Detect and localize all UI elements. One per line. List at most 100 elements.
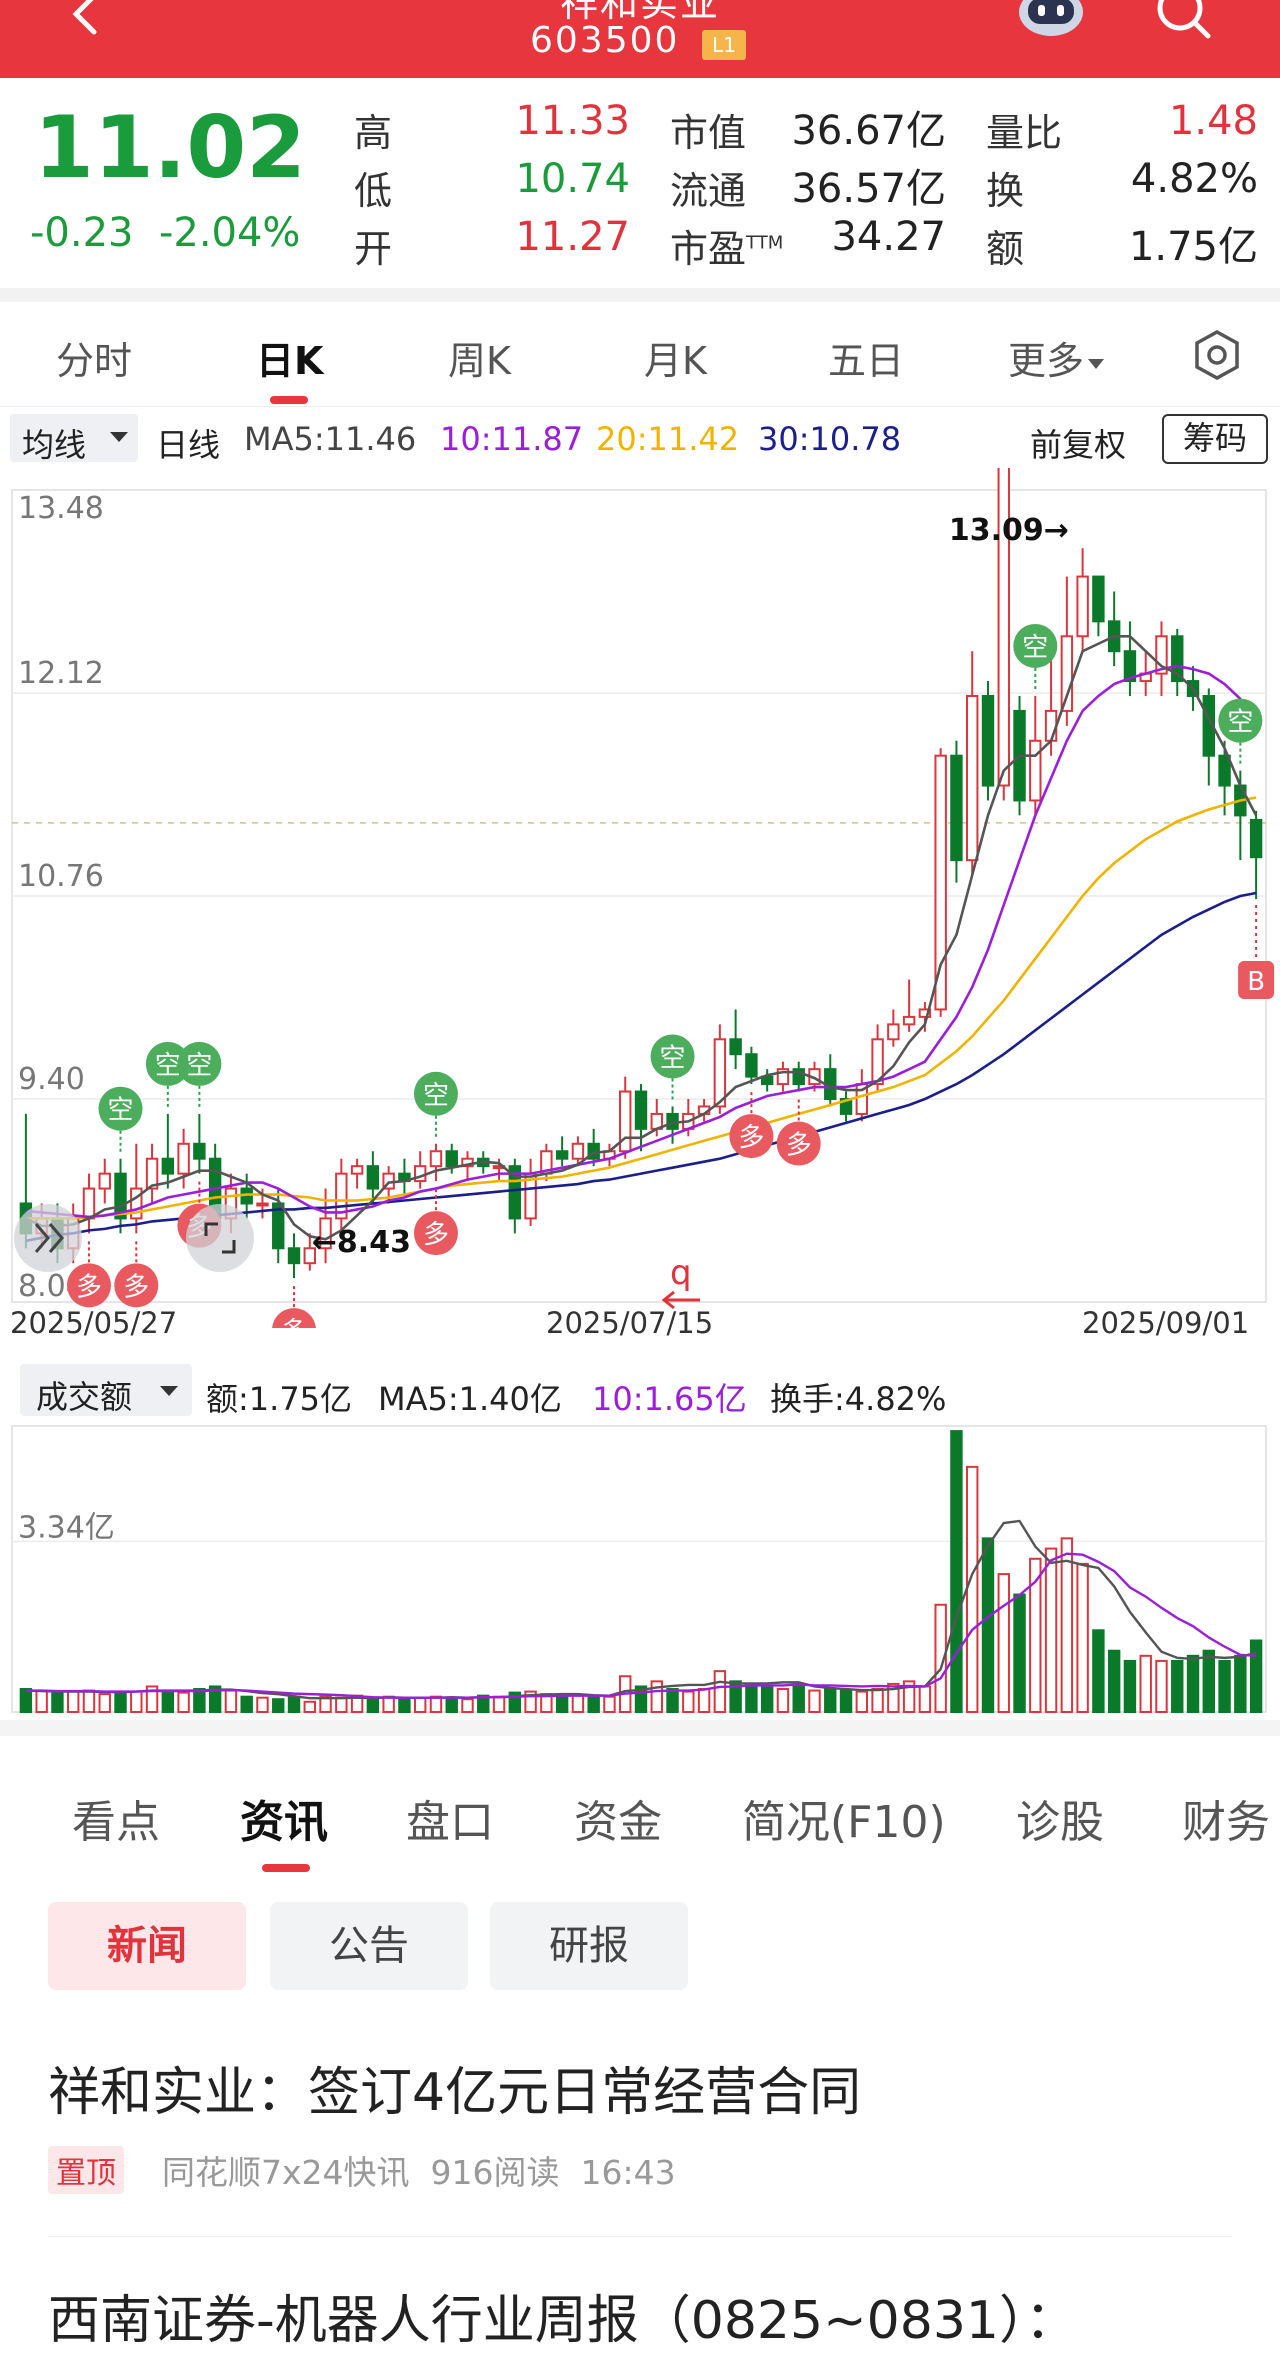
candle-body [429, 1150, 443, 1168]
fullscreen-icon[interactable] [186, 1204, 254, 1272]
news-source: 同花顺7x24快讯 [162, 2153, 410, 2192]
y-tick-label: 3.34亿 [18, 1510, 115, 1545]
sell-signal-marker [1218, 698, 1263, 743]
collapse-panel-icon[interactable] [14, 1204, 82, 1272]
top-bar: 祥和实业 603500 L1 [0, 0, 1280, 78]
volume-bar [398, 1697, 411, 1714]
candle-body [619, 1090, 632, 1153]
volume-bar [792, 1685, 805, 1714]
stock-code: 603500 [530, 20, 680, 61]
volume-bar [366, 1698, 380, 1714]
volume-bar [603, 1695, 616, 1713]
chip-research[interactable]: 研报 [490, 1902, 688, 1990]
volume-bar [855, 1690, 869, 1714]
volume-bar [66, 1690, 80, 1714]
tab-news[interactable]: 资讯 [240, 1797, 328, 1848]
volume-bar [697, 1688, 711, 1713]
turnover-value: 4.82% [1130, 156, 1258, 202]
volume-bar [839, 1689, 853, 1713]
settings-hexagon-icon[interactable] [1190, 328, 1244, 382]
min-price-label: ←8.43 [312, 1225, 411, 1260]
candle-body [934, 754, 947, 1011]
ma-legend: 日线 MA5:11.46 10:11.87 20:11.42 30:10.78 … [0, 410, 1280, 470]
chip-announcements[interactable]: 公告 [270, 1902, 468, 1990]
volume-bar [177, 1691, 190, 1714]
chip-news[interactable]: 新闻 [48, 1902, 246, 1990]
buy-signal-marker [413, 1211, 458, 1256]
news-title[interactable]: 西南证券-机器人行业周报（0825~0831）： [48, 2291, 1078, 2351]
candle-body [82, 1187, 96, 1220]
tab-fund-flow[interactable]: 资金 [574, 1797, 662, 1848]
pinned-badge: 置顶 [48, 2146, 124, 2194]
volume-bar [1044, 1547, 1058, 1713]
tab-f10[interactable]: 简况(F10) [742, 1797, 946, 1848]
candle-body [335, 1172, 348, 1220]
date-axis: 2025/05/27 2025/07/15 2025/09/01 [0, 1306, 1280, 1350]
volume-bar [256, 1696, 269, 1714]
volume-bar [1202, 1649, 1216, 1713]
return-latest-icon[interactable]: q [661, 1253, 700, 1310]
tab-five-day[interactable]: 五日 [828, 339, 905, 383]
tab-weekly-k[interactable]: 周K [448, 339, 511, 383]
volume-bar [1249, 1639, 1263, 1713]
news-reads: 916阅读 [430, 2153, 560, 2192]
volume-bar [966, 1465, 979, 1713]
tab-highlights[interactable]: 看点 [72, 1797, 160, 1848]
volume-bar [240, 1695, 253, 1713]
adjust-mode[interactable]: 前复权 [1030, 426, 1127, 464]
volume-bar [429, 1695, 443, 1713]
volume-bar [571, 1693, 585, 1713]
volume-bar [524, 1690, 537, 1714]
volume-bar [492, 1695, 506, 1713]
sell-signal-label: 空 [108, 1096, 134, 1126]
candle-body [303, 1247, 316, 1265]
y-tick-label: 12.12 [18, 656, 104, 691]
volume-bar [997, 1573, 1010, 1713]
candle-body [950, 754, 963, 862]
level-badge: L1 [702, 30, 746, 60]
candle-body [319, 1217, 332, 1250]
tab-monthly-k[interactable]: 月K [644, 339, 707, 383]
ma10-value: 10:11.87 [440, 420, 584, 458]
volume-bar [303, 1700, 316, 1713]
chevron-icon [34, 1223, 50, 1253]
volume-bar [1218, 1659, 1231, 1714]
candle-body [130, 1187, 143, 1220]
tab-financials[interactable]: 财务 [1182, 1797, 1270, 1848]
volume-selector[interactable]: 成交额 [20, 1364, 192, 1416]
back-arrow-icon[interactable] [58, 0, 118, 50]
tab-order-book[interactable]: 盘口 [406, 1797, 494, 1848]
chip-distribution-button[interactable]: 筹码 [1162, 414, 1268, 464]
candle-body [634, 1090, 648, 1130]
buy-signal-label: 多 [123, 1272, 149, 1302]
divider [48, 2236, 1232, 2237]
volume-bar [413, 1696, 427, 1714]
high-value: 11.33 [515, 98, 630, 144]
volume-turnover: 换手:4.82% [770, 1380, 947, 1418]
tab-intraday[interactable]: 分时 [56, 339, 133, 383]
candle-body [177, 1142, 190, 1175]
button-bg [186, 1204, 254, 1272]
tab-daily-k[interactable]: 日K [256, 339, 324, 383]
candle-body [887, 1023, 900, 1041]
news-title[interactable]: 祥和实业：签订4亿元日常经营合同 [48, 2063, 862, 2123]
b-signal-marker [1238, 960, 1275, 999]
y-tick-label: 10.76 [18, 859, 104, 894]
candle-body [760, 1075, 774, 1086]
vol-ratio-value: 1.48 [1168, 98, 1258, 144]
search-icon[interactable] [1150, 0, 1220, 50]
robot-assistant-icon[interactable] [1016, 0, 1086, 40]
volume-bar [1139, 1654, 1152, 1713]
volume-bar [445, 1696, 458, 1714]
volume-bar [682, 1690, 695, 1714]
float-value: 36.57亿 [791, 166, 946, 212]
volume-ma10: 10:1.65亿 [592, 1380, 747, 1418]
ma-selector[interactable]: 均线 [10, 414, 138, 464]
open-value: 11.27 [515, 214, 630, 260]
tab-diagnosis[interactable]: 诊股 [1016, 1797, 1104, 1848]
candle-body [918, 1008, 932, 1018]
volume-chart[interactable]: 3.34亿 [0, 1420, 1280, 1720]
tab-more[interactable]: 更多 [1008, 330, 1105, 385]
corner-mark [204, 1222, 218, 1236]
